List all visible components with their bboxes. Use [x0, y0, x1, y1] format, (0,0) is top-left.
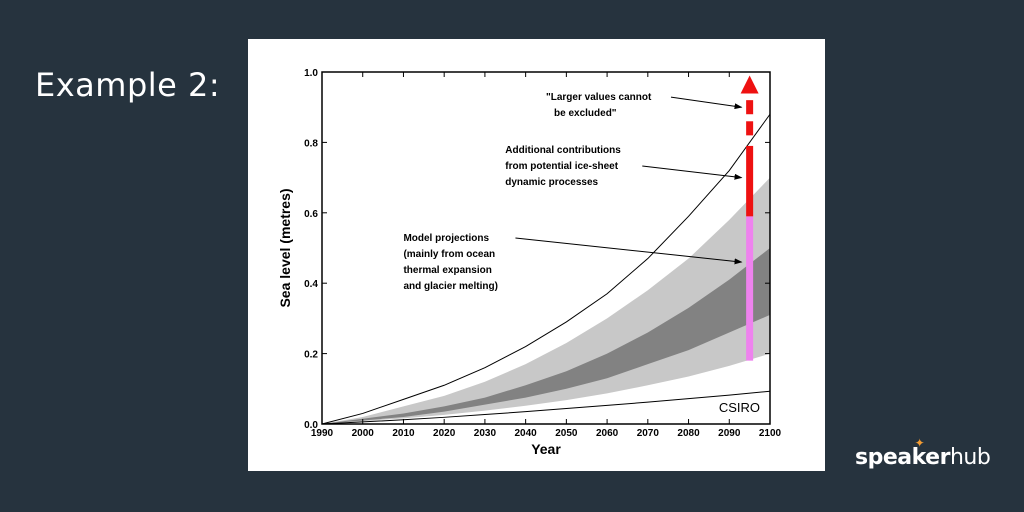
upper-bound-line [321, 113, 771, 425]
lower-bound-line [321, 390, 771, 425]
upward-arrow-icon [740, 75, 759, 94]
x-axis-label: Year [531, 441, 561, 457]
y-tick-label: 0.4 [304, 279, 318, 290]
annotation-text: be excluded" [554, 108, 617, 119]
x-tick-label: 2100 [759, 428, 782, 439]
model-projection-bar [746, 216, 754, 361]
x-tick-label: 2080 [677, 428, 700, 439]
y-tick-label: 0.0 [304, 420, 318, 431]
y-tick-label: 1.0 [304, 68, 318, 79]
annotation-text: thermal expansion [403, 265, 491, 276]
annotation-text: "Larger values cannot [546, 92, 652, 103]
inner-uncertainty-band [322, 248, 770, 424]
y-tick-label: 0.2 [304, 350, 318, 361]
x-tick-label: 2030 [474, 428, 497, 439]
plot-frame [321, 71, 771, 425]
sea-level-chart: 1990 2000 2010 2020 2030 2040 2050 2060 2070 2080… [277, 68, 782, 457]
x-tick-label: 2020 [433, 428, 456, 439]
csiro-watermark: CSIRO [719, 400, 760, 415]
annotation-arrow [670, 96, 743, 110]
slide-title: Example 2: [35, 66, 221, 104]
annotation-text: dynamic processes [505, 177, 598, 188]
annotation-arrow [642, 165, 743, 180]
y-tick-label: 0.6 [304, 209, 318, 220]
x-tick-label: 1990 [311, 428, 334, 439]
x-tick-label: 2060 [596, 428, 619, 439]
annotation-text: Additional contributions [505, 145, 621, 156]
speakerhub-logo: spea ✦ kerhub [855, 436, 991, 470]
larger-values-dash [746, 121, 754, 136]
annotation-text: from potential ice-sheet [505, 161, 618, 172]
annotation-arrow [515, 237, 743, 265]
x-tick-label: 2010 [392, 428, 415, 439]
annotation-text: (mainly from ocean [403, 249, 495, 260]
figure-card: 1990 2000 2010 2020 2030 2040 2050 2060 2070 2080… [248, 39, 825, 471]
y-tick-label: 0.8 [304, 138, 318, 149]
x-tick-label: 2070 [637, 428, 660, 439]
x-tick-label: 2040 [515, 428, 538, 439]
y-axis-label: Sea level (metres) [277, 188, 293, 307]
annotation-text: Model projections [403, 233, 489, 244]
x-tick-label: 2090 [718, 428, 741, 439]
x-tick-label: 2050 [555, 428, 578, 439]
outer-uncertainty-band [322, 177, 770, 424]
ice-sheet-bar [746, 145, 754, 217]
spark-icon: ✦ [914, 436, 925, 450]
annotation-text: and glacier melting) [403, 281, 497, 292]
larger-values-dash [746, 100, 754, 115]
x-tick-label: 2000 [352, 428, 375, 439]
